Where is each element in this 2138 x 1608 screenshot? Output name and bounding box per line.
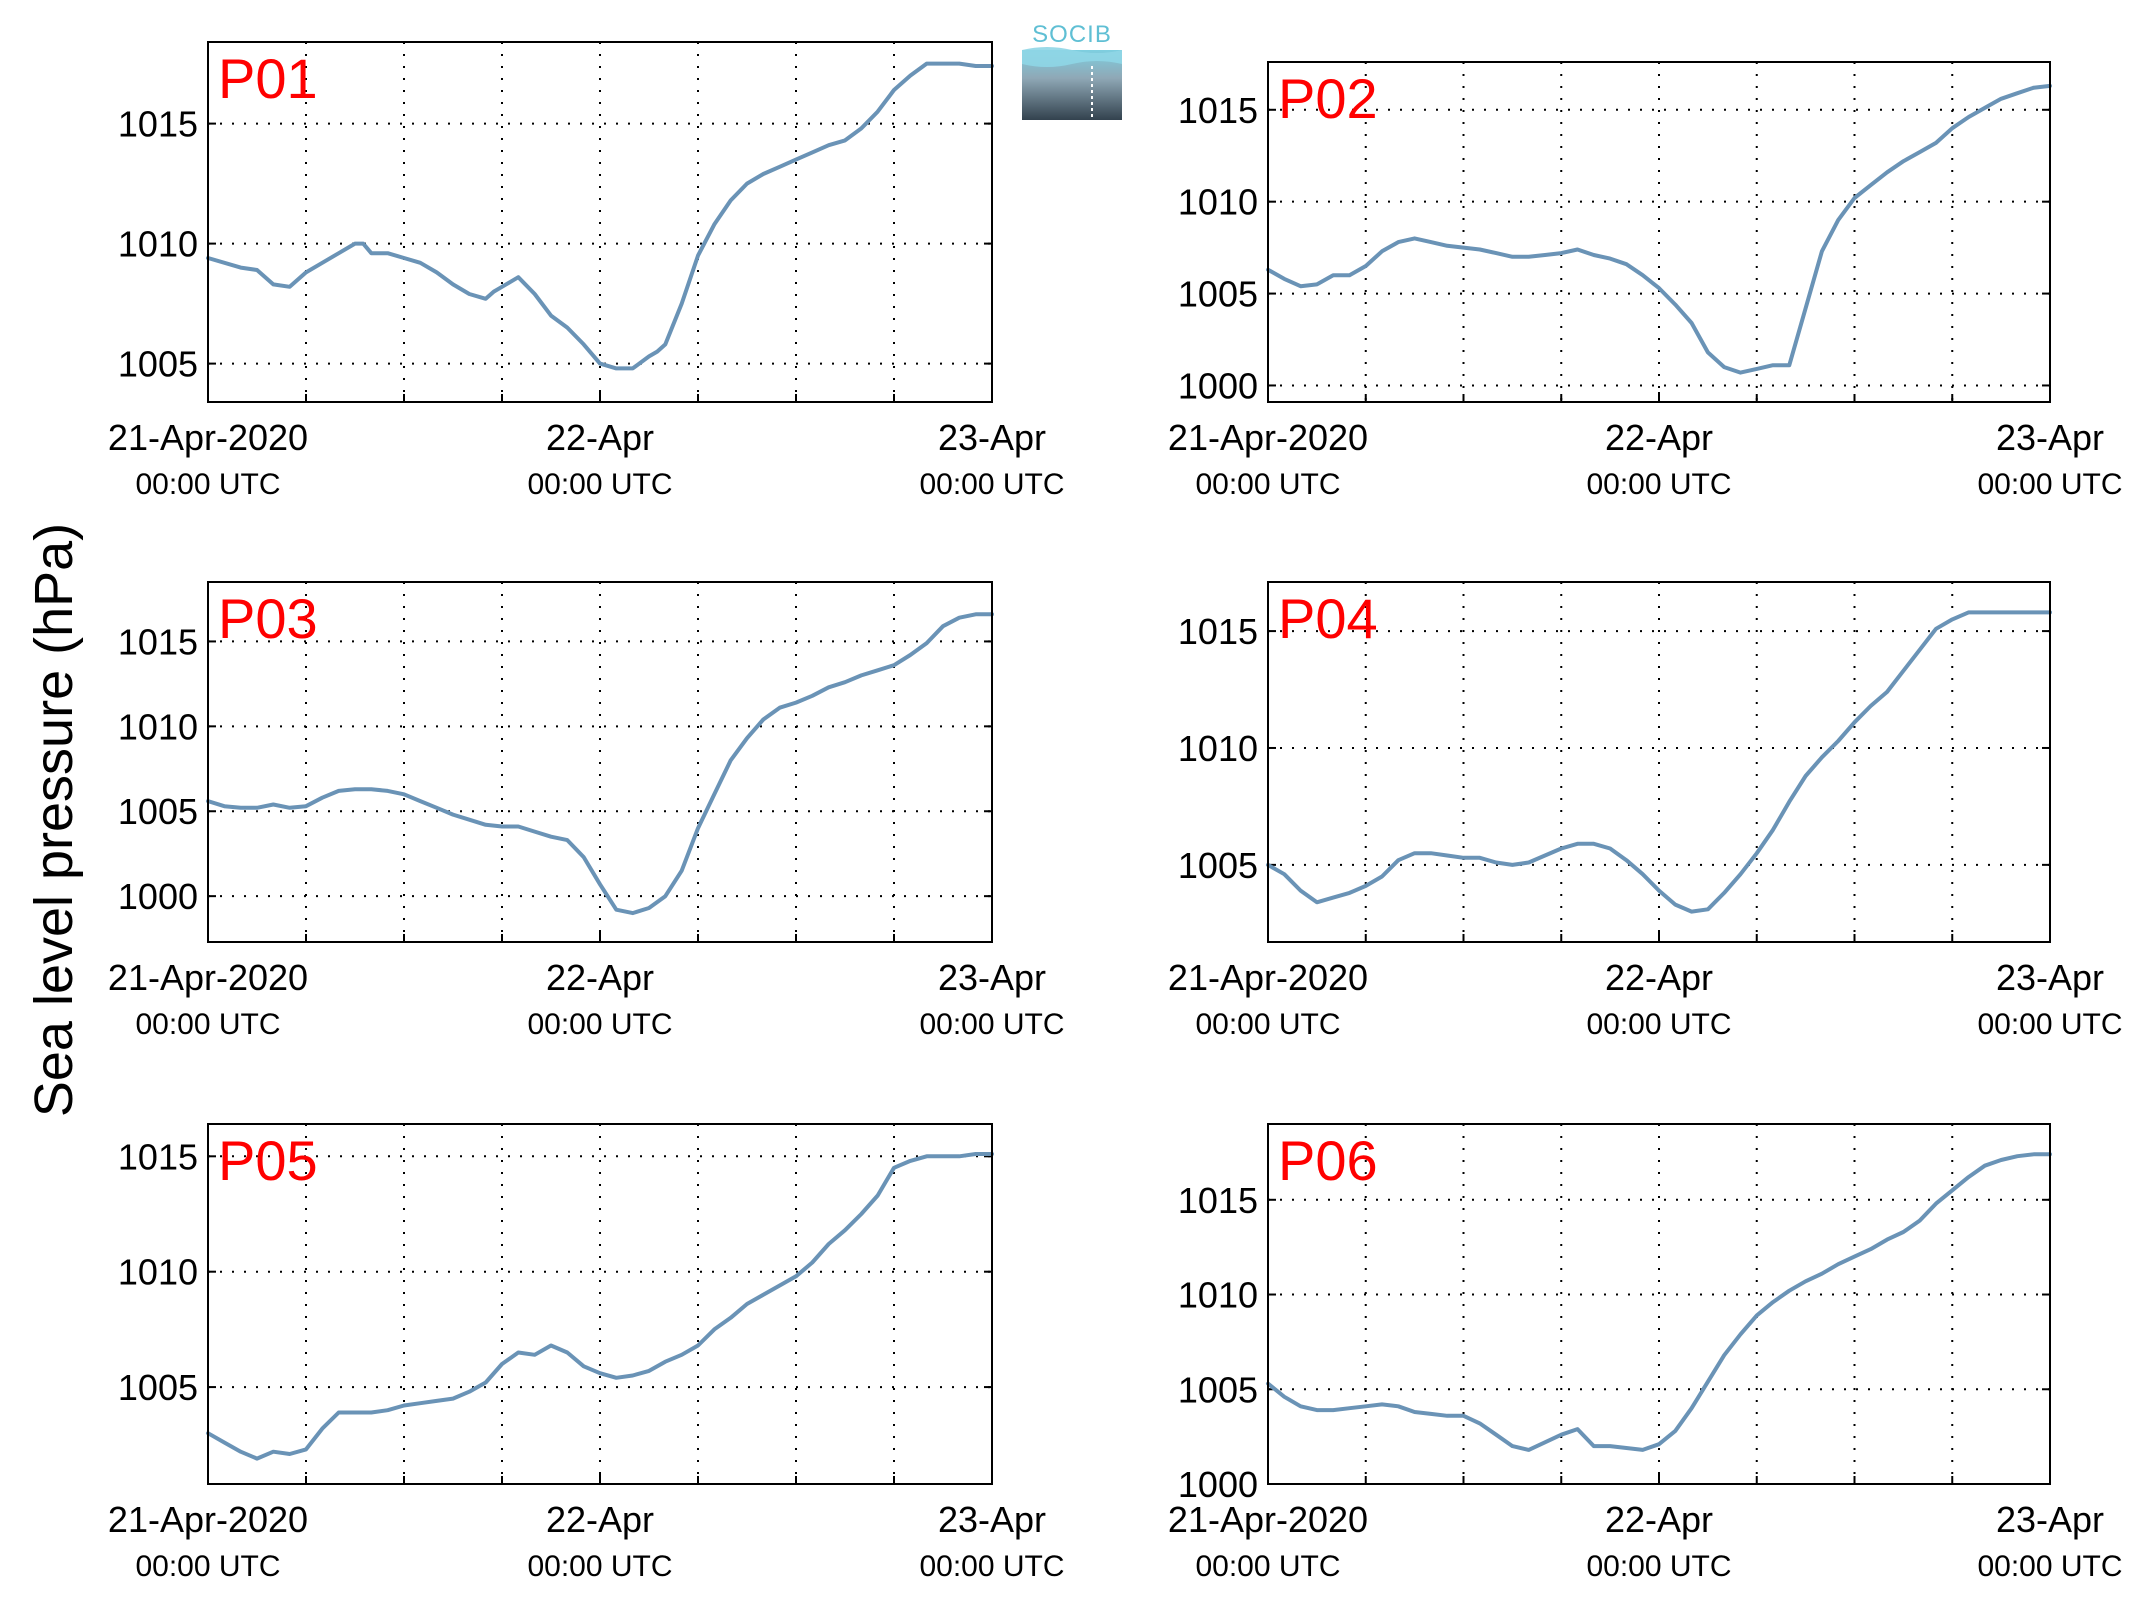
x-tick-label-time: 00:00 UTC <box>919 468 1064 501</box>
x-tick-label-date: 21-Apr-2020 <box>108 1499 308 1540</box>
y-tick-label: 1005 <box>1178 274 1258 315</box>
x-tick-label-time: 00:00 UTC <box>1586 1550 1731 1583</box>
data-line-P04 <box>1266 610 2052 914</box>
x-tick-label-date: 21-Apr-2020 <box>1168 957 1368 998</box>
data-line-P03 <box>206 612 994 916</box>
x-tick-label-date: 23-Apr <box>1996 417 2104 458</box>
y-tick-label: 1005 <box>118 344 198 385</box>
x-tick-label-time: 00:00 UTC <box>1586 1008 1731 1041</box>
y-tick-label: 1015 <box>118 104 198 145</box>
x-tick-label-time: 00:00 UTC <box>1195 1550 1340 1583</box>
x-tick-label-time: 00:00 UTC <box>527 1550 672 1583</box>
x-tick-label-date: 23-Apr <box>1996 957 2104 998</box>
x-tick-label-time: 00:00 UTC <box>527 468 672 501</box>
y-tick-label: 1005 <box>118 791 198 832</box>
x-tick-label-time: 00:00 UTC <box>135 468 280 501</box>
socib-logo-mark: SOCIB <box>1022 21 1122 120</box>
panels: 1005 1010 1015 21-Apr-2020 00:00 UTC 22-Apr 00… <box>108 41 2123 1583</box>
x-tick-label-time: 00:00 UTC <box>527 1008 672 1041</box>
x-tick-label-date: 23-Apr <box>938 417 1046 458</box>
x-tick-label-time: 00:00 UTC <box>919 1008 1064 1041</box>
x-tick-label-date: 22-Apr <box>1605 417 1713 458</box>
y-tick-label: 1010 <box>1178 1275 1258 1316</box>
chart-panel-6: 1000 1005 1010 1015 21-Apr-2020 00:00 UTC 22-A… <box>1168 1123 2123 1583</box>
chart-panel-5: 1005 1010 1015 21-Apr-2020 00:00 UTC 22-Apr 00… <box>108 1123 1065 1583</box>
data-line-P05 <box>206 1152 994 1461</box>
x-tick-label-date: 22-Apr <box>546 1499 654 1540</box>
panel-label: P04 <box>1278 587 1378 650</box>
data-line-P06 <box>1266 1152 2052 1452</box>
x-tick-label-date: 21-Apr-2020 <box>108 417 308 458</box>
panel-label: P03 <box>218 587 318 650</box>
socib-logo-text: SOCIB <box>1032 21 1112 48</box>
x-tick-label-time: 00:00 UTC <box>1977 1008 2122 1041</box>
chart-panel-2: 1000 1005 1010 1015 21-Apr-2020 00:00 UTC 22-A… <box>1168 61 2123 501</box>
panel-label: P06 <box>1278 1129 1378 1192</box>
data-line-P01 <box>206 61 994 371</box>
y-tick-label: 1015 <box>1178 611 1258 652</box>
y-tick-label: 1000 <box>1178 1464 1258 1505</box>
panel-label: P02 <box>1278 67 1378 130</box>
chart-panel-1: 1005 1010 1015 21-Apr-2020 00:00 UTC 22-Apr 00… <box>108 41 1065 501</box>
x-tick-label-date: 22-Apr <box>1605 957 1713 998</box>
x-tick-label-date: 23-Apr <box>938 957 1046 998</box>
y-tick-label: 1015 <box>118 621 198 662</box>
x-tick-label-date: 22-Apr <box>546 957 654 998</box>
y-tick-label: 1000 <box>1178 365 1258 406</box>
x-tick-label-time: 00:00 UTC <box>1977 1550 2122 1583</box>
chart-panel-4: 1005 1010 1015 21-Apr-2020 00:00 UTC 22-Apr 00… <box>1168 581 2123 1041</box>
y-tick-label: 1010 <box>118 706 198 747</box>
panel-label: P05 <box>218 1129 318 1192</box>
y-tick-label: 1010 <box>118 224 198 265</box>
x-tick-label-time: 00:00 UTC <box>1195 468 1340 501</box>
panel-label: P01 <box>218 47 318 110</box>
y-tick-label: 1005 <box>118 1367 198 1408</box>
x-tick-label-date: 22-Apr <box>1605 1499 1713 1540</box>
y-tick-label: 1010 <box>118 1252 198 1293</box>
x-tick-label-time: 00:00 UTC <box>1586 468 1731 501</box>
y-tick-label: 1000 <box>118 876 198 917</box>
chart-panel-3: 1000 1005 1010 1015 21-Apr-2020 00:00 UTC 22-A… <box>108 581 1065 1041</box>
y-tick-label: 1005 <box>1178 845 1258 886</box>
x-tick-label-time: 00:00 UTC <box>1195 1008 1340 1041</box>
x-tick-label-date: 23-Apr <box>1996 1499 2104 1540</box>
y-axis-label: Sea level pressure (hPa) <box>24 523 84 1117</box>
x-tick-label-time: 00:00 UTC <box>1977 468 2122 501</box>
x-tick-label-time: 00:00 UTC <box>135 1008 280 1041</box>
y-tick-label: 1015 <box>1178 90 1258 131</box>
x-tick-label-date: 21-Apr-2020 <box>108 957 308 998</box>
y-tick-label: 1010 <box>1178 728 1258 769</box>
y-tick-label: 1015 <box>118 1136 198 1177</box>
x-tick-label-time: 00:00 UTC <box>919 1550 1064 1583</box>
y-tick-label: 1010 <box>1178 182 1258 223</box>
y-tick-label: 1005 <box>1178 1369 1258 1410</box>
x-tick-label-date: 22-Apr <box>546 417 654 458</box>
x-tick-label-date: 21-Apr-2020 <box>1168 1499 1368 1540</box>
x-tick-label-date: 23-Apr <box>938 1499 1046 1540</box>
data-line-P02 <box>1266 83 2052 375</box>
y-tick-label: 1015 <box>1178 1180 1258 1221</box>
x-tick-label-time: 00:00 UTC <box>135 1550 280 1583</box>
x-tick-label-date: 21-Apr-2020 <box>1168 417 1368 458</box>
socib-logo: SOCIB <box>1022 20 1122 120</box>
